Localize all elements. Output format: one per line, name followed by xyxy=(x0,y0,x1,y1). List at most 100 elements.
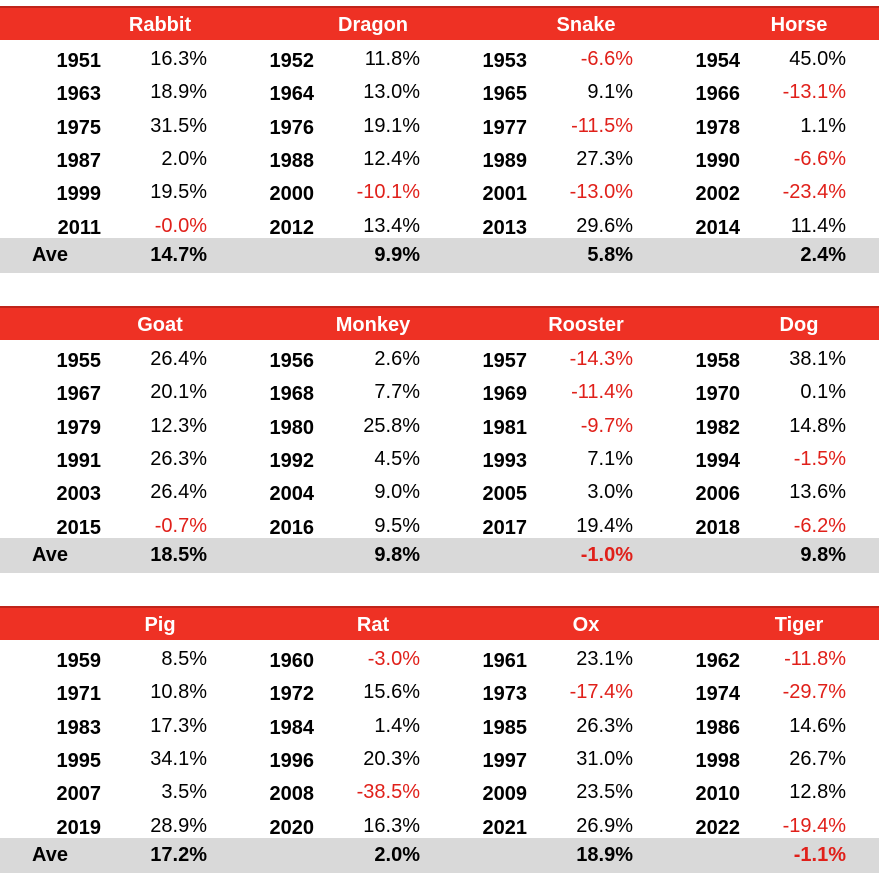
return-cell: 7.7% xyxy=(374,381,420,404)
return-cell: 3.0% xyxy=(587,481,633,504)
return-cell: 20.1% xyxy=(150,381,207,404)
year-cell: 2002 xyxy=(695,183,741,206)
year-cell: 1971 xyxy=(56,683,102,706)
return-cell: -0.7% xyxy=(154,514,207,537)
year-cell: 1976 xyxy=(269,116,315,139)
year-cell: 1991 xyxy=(56,449,102,472)
return-cell: 4.5% xyxy=(374,447,420,470)
return-cell: -38.5% xyxy=(356,781,420,804)
year-cell: 1994 xyxy=(695,449,741,472)
year-cell: 1975 xyxy=(56,116,102,139)
year-cell: 1998 xyxy=(695,749,741,772)
average-value: 2.0% xyxy=(374,844,420,866)
year-cell: 2003 xyxy=(56,483,102,506)
average-value: 2.4% xyxy=(800,244,846,266)
return-cell: 2.6% xyxy=(374,348,420,370)
return-cell: 8.5% xyxy=(161,648,207,670)
year-cell: 1968 xyxy=(269,383,315,406)
year-cell: 1955 xyxy=(56,350,102,372)
average-value: 9.8% xyxy=(800,544,846,566)
return-cell: 19.1% xyxy=(363,114,420,137)
year-cell: 1981 xyxy=(482,416,528,439)
year-cell: 1956 xyxy=(269,350,315,372)
year-cell: 2004 xyxy=(269,483,315,506)
year-cell: 1972 xyxy=(269,683,315,706)
zodiac-name: Monkey xyxy=(335,314,411,336)
return-cell: 14.6% xyxy=(789,714,846,737)
year-cell: 2020 xyxy=(269,816,315,839)
return-cell: 28.9% xyxy=(150,814,207,837)
zodiac-block: Pig Rat Ox Tiger 1959 8.5% 1960 -3.0% 1961 23.1% 1… xyxy=(0,606,879,876)
year-cell: 2006 xyxy=(695,483,741,506)
average-value: -1.1% xyxy=(793,844,846,866)
header-bar: Rabbit Dragon Snake Horse xyxy=(0,6,879,40)
return-cell: -10.1% xyxy=(356,181,420,204)
year-cell: 2011 xyxy=(57,216,101,239)
return-cell: -14.3% xyxy=(569,348,633,370)
table-row: 1971 10.8% 1972 15.6% 1973 -17.4% 1974 -29.7% xyxy=(0,678,879,711)
return-cell: 14.8% xyxy=(789,414,846,437)
year-cell: 1996 xyxy=(269,749,315,772)
average-value: 9.8% xyxy=(374,544,420,566)
year-cell: 1957 xyxy=(482,350,528,372)
return-cell: -13.1% xyxy=(782,81,846,104)
year-cell: 1973 xyxy=(482,683,528,706)
zodiac-name: Dragon xyxy=(338,14,408,36)
year-cell: 1988 xyxy=(269,149,315,172)
table-row: 2007 3.5% 2008 -38.5% 2009 23.5% 2010 12.8% xyxy=(0,778,879,811)
return-cell: 31.5% xyxy=(150,114,207,137)
year-cell: 1997 xyxy=(482,749,528,772)
year-cell: 1989 xyxy=(482,149,528,172)
return-cell: 16.3% xyxy=(150,48,207,70)
return-cell: 10.8% xyxy=(150,681,207,704)
year-cell: 1978 xyxy=(695,116,741,139)
return-cell: -6.6% xyxy=(793,147,846,170)
year-cell: 1974 xyxy=(695,683,741,706)
header-bar: Goat Monkey Rooster Dog xyxy=(0,306,879,340)
year-cell: 2001 xyxy=(482,183,528,206)
return-cell: 1.4% xyxy=(374,714,420,737)
average-label: Ave xyxy=(32,244,68,266)
average-value: 5.8% xyxy=(587,244,633,266)
return-cell: -1.5% xyxy=(793,447,846,470)
year-cell: 2016 xyxy=(269,516,315,539)
return-cell: -6.6% xyxy=(580,48,633,70)
zodiac-block: Goat Monkey Rooster Dog 1955 26.4% 1956 2.6% 195… xyxy=(0,306,879,576)
year-cell: 2022 xyxy=(695,816,741,839)
year-cell: 1963 xyxy=(56,83,102,106)
return-cell: 19.4% xyxy=(576,514,633,537)
return-cell: -9.7% xyxy=(580,414,633,437)
year-cell: 1982 xyxy=(695,416,741,439)
return-cell: 34.1% xyxy=(150,747,207,770)
table-row: 1955 26.4% 1956 2.6% 1957 -14.3% 1958 38.1% xyxy=(0,345,879,378)
return-cell: -11.8% xyxy=(784,648,846,670)
year-cell: 2014 xyxy=(695,216,741,239)
return-cell: 12.3% xyxy=(150,414,207,437)
year-cell: 2018 xyxy=(695,516,741,539)
return-cell: 11.8% xyxy=(364,48,420,70)
return-cell: 12.8% xyxy=(789,781,846,804)
return-cell: 12.4% xyxy=(363,147,420,170)
return-cell: 45.0% xyxy=(789,48,846,70)
return-cell: 31.0% xyxy=(576,747,633,770)
year-cell: 1964 xyxy=(269,83,315,106)
year-cell: 1992 xyxy=(269,449,315,472)
year-cell: 1970 xyxy=(695,383,741,406)
return-cell: 13.0% xyxy=(363,81,420,104)
year-cell: 1993 xyxy=(482,449,528,472)
year-cell: 2009 xyxy=(482,783,528,806)
average-row: Ave 14.7% 9.9% 5.8% 2.4% xyxy=(0,238,879,273)
year-cell: 1999 xyxy=(56,183,102,206)
return-cell: 26.3% xyxy=(150,447,207,470)
return-cell: 20.3% xyxy=(363,747,420,770)
table-row: 1959 8.5% 1960 -3.0% 1961 23.1% 1962 -11.8% xyxy=(0,645,879,678)
return-cell: 13.4% xyxy=(363,214,420,237)
year-cell: 2021 xyxy=(482,816,528,839)
return-cell: 16.3% xyxy=(363,814,420,837)
year-cell: 1959 xyxy=(56,650,102,672)
year-cell: 2010 xyxy=(695,783,741,806)
year-cell: 1983 xyxy=(56,716,102,739)
return-cell: 15.6% xyxy=(363,681,420,704)
year-cell: 1987 xyxy=(56,149,102,172)
zodiac-name: Pig xyxy=(144,614,176,636)
